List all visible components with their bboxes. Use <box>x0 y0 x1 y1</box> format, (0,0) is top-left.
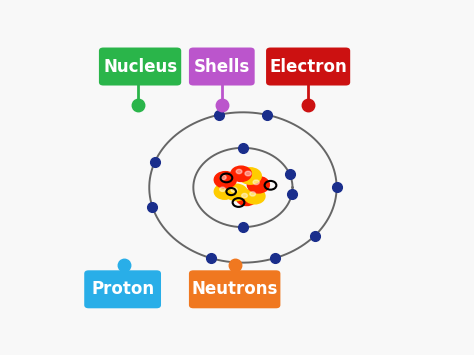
Circle shape <box>231 166 251 181</box>
Circle shape <box>214 171 237 188</box>
Text: Nucleus: Nucleus <box>103 58 177 76</box>
Circle shape <box>225 184 247 201</box>
Circle shape <box>242 193 247 198</box>
Circle shape <box>237 190 257 206</box>
Circle shape <box>231 188 237 192</box>
Circle shape <box>250 192 255 196</box>
FancyBboxPatch shape <box>99 48 181 86</box>
Text: Shells: Shells <box>194 58 250 76</box>
FancyBboxPatch shape <box>266 48 350 86</box>
Circle shape <box>219 187 225 191</box>
FancyBboxPatch shape <box>189 48 255 86</box>
Text: Neutrons: Neutrons <box>191 280 278 298</box>
Circle shape <box>220 175 226 180</box>
Circle shape <box>245 171 251 176</box>
Circle shape <box>245 189 265 204</box>
Circle shape <box>247 176 269 193</box>
Circle shape <box>214 184 235 199</box>
FancyBboxPatch shape <box>84 270 161 308</box>
Text: Proton: Proton <box>91 280 154 298</box>
Circle shape <box>239 168 261 184</box>
FancyBboxPatch shape <box>189 270 281 308</box>
Circle shape <box>253 180 259 185</box>
Text: Electron: Electron <box>269 58 347 76</box>
Circle shape <box>236 169 242 174</box>
